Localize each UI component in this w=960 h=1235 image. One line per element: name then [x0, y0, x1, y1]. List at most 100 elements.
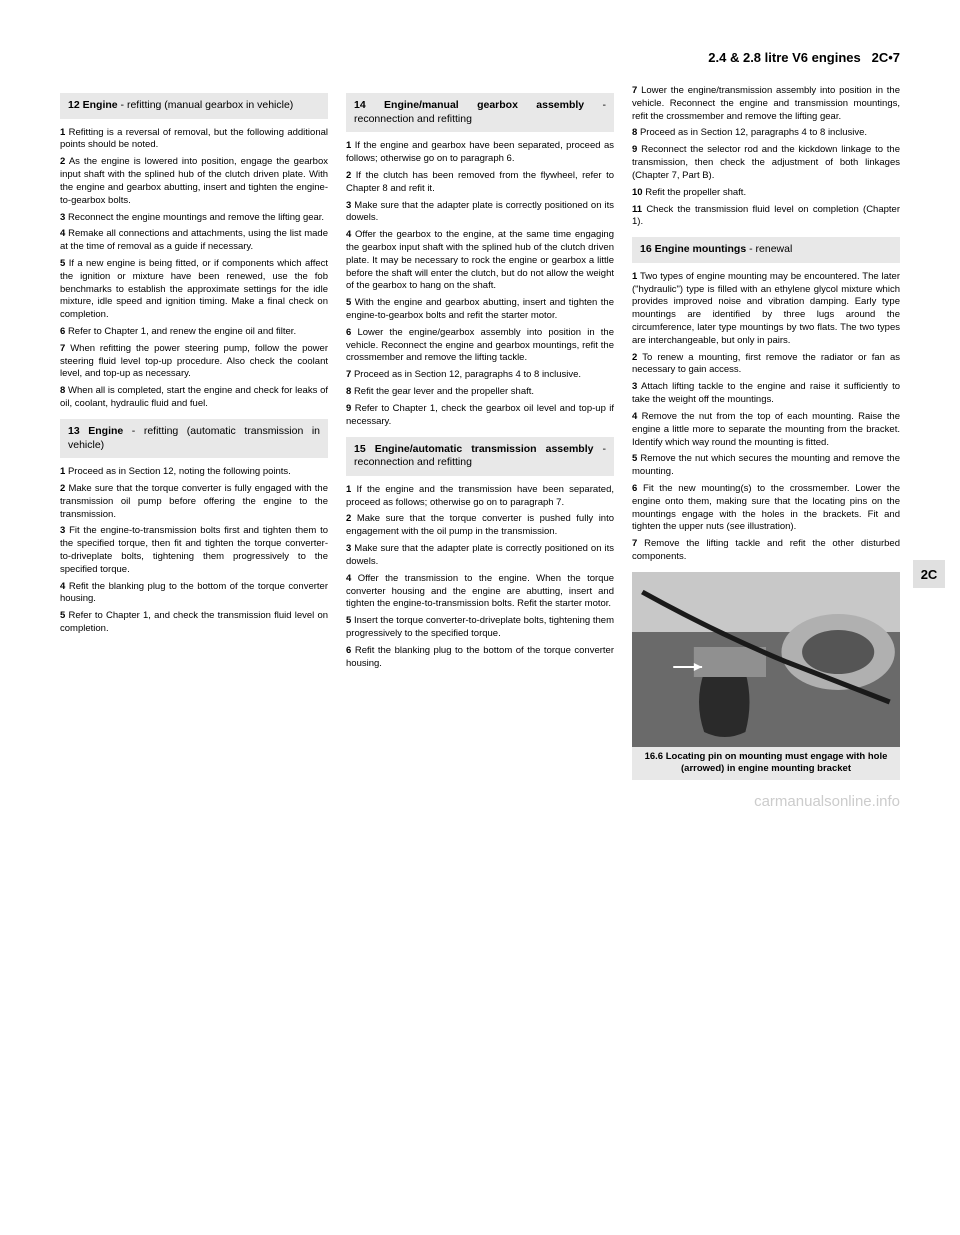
para-num: 5	[60, 258, 65, 269]
paragraph: 6 Lower the engine/gearbox assembly into…	[346, 327, 614, 365]
paragraph: 2 As the engine is lowered into position…	[60, 156, 328, 207]
section-title: Engine	[88, 425, 123, 437]
section-num: 16	[640, 243, 652, 255]
paragraph: 7 When refitting the power steering pump…	[60, 343, 328, 381]
column-3: 7 Lower the engine/transmission assembly…	[632, 85, 900, 788]
section-15-header: 15 Engine/automatic transmission assembl…	[346, 437, 614, 476]
paragraph: 9 Reconnect the selector rod and the kic…	[632, 144, 900, 182]
para-num: 1	[346, 484, 351, 495]
page-number: 2C•7	[872, 50, 900, 65]
paragraph: 11 Check the transmission fluid level on…	[632, 204, 900, 230]
paragraph: 6 Refit the blanking plug to the bottom …	[346, 645, 614, 671]
paragraph: 3 Make sure that the adapter plate is co…	[346, 543, 614, 569]
section-num: 12	[68, 99, 80, 111]
para-text: Refit the blanking plug to the bottom of…	[346, 645, 614, 669]
para-text: Two types of engine mounting may be enco…	[632, 271, 900, 346]
para-text: Remake all connections and attachments, …	[60, 228, 328, 252]
para-num: 4	[60, 581, 65, 592]
para-text: To renew a mounting, first remove the ra…	[632, 352, 900, 376]
para-num: 3	[60, 212, 65, 223]
para-num: 1	[346, 140, 351, 151]
para-num: 9	[346, 403, 351, 414]
para-num: 1	[60, 466, 65, 477]
manual-page: 2.4 & 2.8 litre V6 engines 2C•7 12 Engin…	[0, 0, 960, 818]
paragraph: 5 Insert the torque converter-to-drivepl…	[346, 615, 614, 641]
para-num: 2	[346, 513, 351, 524]
chapter-title: 2.4 & 2.8 litre V6 engines	[708, 50, 860, 65]
para-num: 7	[632, 538, 637, 549]
paragraph: 1 Refitting is a reversal of removal, bu…	[60, 127, 328, 153]
para-text: Lower the engine/transmission assembly i…	[632, 85, 900, 122]
side-tab: 2C	[913, 560, 945, 588]
paragraph: 2 Make sure that the torque converter is…	[60, 483, 328, 521]
para-num: 6	[60, 326, 65, 337]
para-num: 3	[632, 381, 637, 392]
para-num: 5	[346, 615, 351, 626]
section-num: 14	[354, 99, 366, 111]
para-num: 6	[346, 645, 351, 656]
paragraph: 3 Fit the engine-to-transmission bolts f…	[60, 525, 328, 576]
para-num: 4	[346, 573, 351, 584]
para-text: Refer to Chapter 1, check the gearbox oi…	[346, 403, 614, 427]
para-text: With the engine and gearbox abutting, in…	[346, 297, 614, 321]
paragraph: 4 Offer the gearbox to the engine, at th…	[346, 229, 614, 293]
para-text: When refitting the power steering pump, …	[60, 343, 328, 380]
para-text: Reconnect the engine mountings and remov…	[68, 212, 324, 223]
para-num: 6	[632, 483, 637, 494]
section-14-header: 14 Engine/manual gearbox assembly - reco…	[346, 93, 614, 132]
para-text: Offer the gearbox to the engine, at the …	[346, 229, 614, 291]
section-16-header: 16 Engine mountings - renewal	[632, 237, 900, 263]
paragraph: 5 With the engine and gearbox abutting, …	[346, 297, 614, 323]
section-title: Engine	[83, 99, 118, 111]
section-12-header: 12 Engine - refitting (manual gearbox in…	[60, 93, 328, 119]
para-text: If the clutch has been removed from the …	[346, 170, 614, 194]
para-num: 3	[60, 525, 65, 536]
para-num: 4	[346, 229, 351, 240]
para-num: 10	[632, 187, 643, 198]
para-text: If the engine and gearbox have been sepa…	[346, 140, 614, 164]
para-num: 6	[346, 327, 351, 338]
para-text: If the engine and the transmission have …	[346, 484, 614, 508]
para-num: 4	[60, 228, 65, 239]
para-num: 2	[346, 170, 351, 181]
section-subtitle: - renewal	[746, 243, 792, 255]
paragraph: 7 Lower the engine/transmission assembly…	[632, 85, 900, 123]
para-num: 4	[632, 411, 637, 422]
para-text: Refer to Chapter 1, and check the transm…	[60, 610, 328, 634]
paragraph: 2 If the clutch has been removed from th…	[346, 170, 614, 196]
para-text: Insert the torque converter-to-driveplat…	[346, 615, 614, 639]
paragraph: 4 Refit the blanking plug to the bottom …	[60, 581, 328, 607]
paragraph: 3 Reconnect the engine mountings and rem…	[60, 212, 328, 225]
paragraph: 2 To renew a mounting, first remove the …	[632, 352, 900, 378]
para-text: Offer the transmission to the engine. Wh…	[346, 573, 614, 610]
column-2: 14 Engine/manual gearbox assembly - reco…	[346, 85, 614, 788]
figure-image	[632, 572, 900, 747]
para-text: When all is completed, start the engine …	[60, 385, 328, 409]
page-header: 2.4 & 2.8 litre V6 engines 2C•7	[60, 50, 900, 65]
paragraph: 6 Fit the new mounting(s) to the crossme…	[632, 483, 900, 534]
para-text: Refit the blanking plug to the bottom of…	[60, 581, 328, 605]
para-num: 1	[60, 127, 65, 138]
content-columns: 12 Engine - refitting (manual gearbox in…	[60, 85, 900, 788]
para-num: 3	[346, 200, 351, 211]
paragraph: 7 Proceed as in Section 12, paragraphs 4…	[346, 369, 614, 382]
para-text: Refer to Chapter 1, and renew the engine…	[68, 326, 296, 337]
paragraph: 4 Offer the transmission to the engine. …	[346, 573, 614, 611]
para-text: Refitting is a reversal of removal, but …	[60, 127, 328, 151]
para-num: 7	[632, 85, 637, 96]
section-num: 15	[354, 443, 366, 455]
para-text: If a new engine is being fitted, or if c…	[60, 258, 328, 320]
para-num: 1	[632, 271, 637, 282]
para-text: Remove the nut from the top of each moun…	[632, 411, 900, 448]
para-text: Remove the lifting tackle and refit the …	[632, 538, 900, 562]
para-text: Reconnect the selector rod and the kickd…	[632, 144, 900, 181]
para-text: Lower the engine/gearbox assembly into p…	[346, 327, 614, 364]
paragraph: 1 If the engine and gearbox have been se…	[346, 140, 614, 166]
para-num: 7	[60, 343, 65, 354]
para-text: Make sure that the adapter plate is corr…	[346, 543, 614, 567]
para-text: Make sure that the torque converter is f…	[60, 483, 328, 520]
section-title: Engine/automatic transmission assembly	[375, 443, 594, 455]
paragraph: 3 Make sure that the adapter plate is co…	[346, 200, 614, 226]
para-num: 2	[632, 352, 637, 363]
watermark: carmanualsonline.info	[754, 793, 900, 810]
